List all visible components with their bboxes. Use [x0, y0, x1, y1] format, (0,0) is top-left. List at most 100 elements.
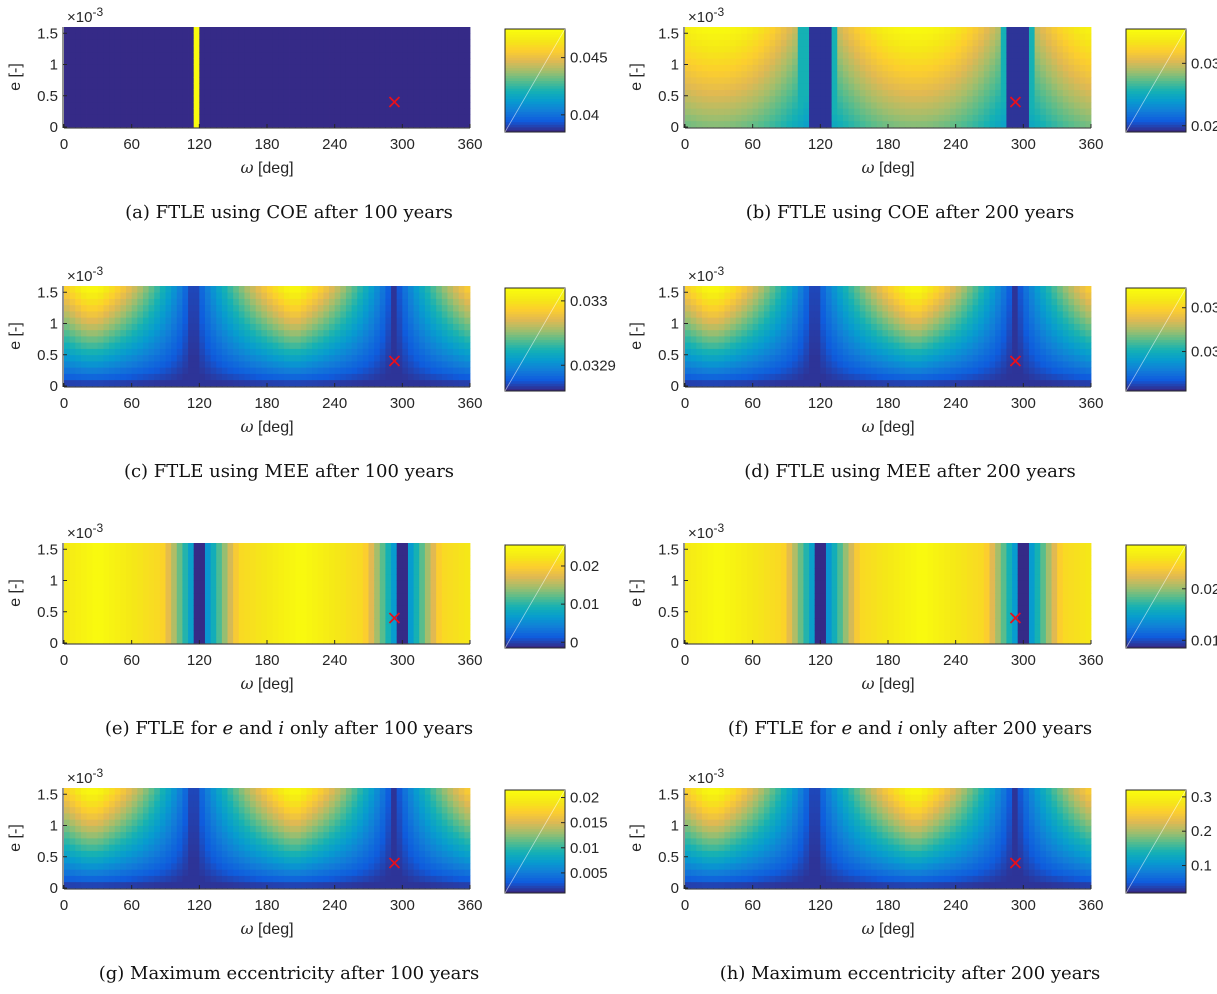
- heatmap-cell: [385, 95, 392, 103]
- heatmap-cell: [825, 77, 833, 84]
- colorbar-diagonal: [1125, 28, 1187, 133]
- heatmap-cell: [379, 120, 386, 128]
- colorbar-band: [505, 41, 565, 45]
- heatmap-cell: [69, 33, 76, 40]
- heatmap-cell: [978, 89, 985, 97]
- heatmap-cell: [334, 102, 341, 109]
- heatmap-cell: [142, 27, 149, 34]
- heatmap-cell: [871, 33, 878, 40]
- heatmap-cell: [1017, 58, 1024, 65]
- heatmap-cell: [334, 33, 341, 40]
- heatmap-cell: [69, 39, 76, 47]
- heatmap-cell: [362, 367, 369, 374]
- heatmap-cell: [1085, 45, 1092, 53]
- heatmap-cell: [204, 27, 212, 34]
- heatmap-cell: [120, 64, 127, 72]
- heatmap-cell: [300, 77, 307, 84]
- heatmap-cell: [690, 292, 697, 299]
- heatmap-cell: [842, 83, 849, 90]
- heatmap-cell: [995, 317, 1002, 324]
- heatmap-cell: [148, 329, 155, 337]
- y-exponent-label: ×10-3: [67, 264, 103, 285]
- heatmap-cell: [238, 33, 245, 40]
- colorbar-band: [1126, 98, 1186, 102]
- colorbar-band: [1126, 331, 1186, 335]
- heatmap-cell: [441, 336, 448, 343]
- heatmap-cell: [718, 379, 725, 387]
- heatmap-cell: [1023, 70, 1030, 78]
- heatmap-cell: [114, 298, 121, 306]
- heatmap-cell: [758, 114, 765, 122]
- heatmap-cell: [464, 342, 471, 349]
- heatmap-cell: [769, 64, 776, 72]
- heatmap-cell: [1085, 292, 1092, 299]
- heatmap-cell: [696, 317, 703, 324]
- y-exponent-label: ×10-3: [688, 5, 724, 26]
- heatmap-cell: [289, 304, 296, 312]
- heatmap-cell: [950, 311, 957, 318]
- heatmap-cell: [114, 27, 121, 34]
- heatmap-cell: [86, 58, 93, 65]
- heatmap-cell: [295, 39, 302, 47]
- heatmap-cell: [854, 361, 861, 368]
- heatmap-cell: [278, 304, 285, 312]
- heatmap-cell: [295, 298, 302, 306]
- heatmap-cell: [820, 64, 827, 72]
- heatmap-cell: [707, 304, 714, 312]
- heatmap-cell: [831, 108, 838, 115]
- heatmap-cell: [1062, 77, 1069, 84]
- heatmap-cell: [458, 342, 465, 349]
- heatmap-cell: [317, 348, 324, 356]
- heatmap-cell: [300, 336, 307, 343]
- heatmap-cell: [267, 108, 274, 115]
- heatmap-cell: [707, 58, 714, 65]
- heatmap-cell: [109, 120, 116, 128]
- heatmap-cell: [775, 27, 782, 34]
- heatmap-cell: [120, 367, 127, 374]
- heatmap-cell: [430, 373, 437, 381]
- heatmap-cell: [763, 292, 770, 299]
- heatmap-cell: [295, 367, 302, 374]
- heatmap-cell: [1012, 286, 1019, 293]
- heatmap-cell: [735, 292, 742, 299]
- heatmap-cell: [114, 379, 121, 387]
- heatmap-cell: [103, 33, 110, 40]
- heatmap-cell: [825, 108, 833, 115]
- heatmap-cell: [797, 77, 804, 84]
- heatmap-cell: [803, 367, 810, 374]
- heatmap-cell: [899, 64, 906, 72]
- heatmap-cell: [837, 114, 844, 122]
- heatmap-cell: [685, 83, 692, 90]
- heatmap-cell: [345, 311, 352, 318]
- heatmap-cell: [92, 367, 99, 374]
- heatmap-cell: [261, 64, 268, 72]
- heatmap-cell: [188, 348, 195, 356]
- heatmap-cell: [859, 108, 866, 115]
- heatmap-cell: [1006, 317, 1013, 324]
- heatmap-cell: [1057, 336, 1064, 343]
- heatmap-cell: [747, 348, 754, 356]
- heatmap-cell: [182, 58, 189, 65]
- heatmap-cell: [210, 367, 217, 374]
- heatmap-cell: [950, 354, 957, 362]
- heatmap-cell: [216, 64, 223, 72]
- heatmap-cell: [978, 329, 985, 337]
- heatmap-cell: [747, 77, 754, 84]
- heatmap-cell: [238, 342, 245, 349]
- heatmap-cell: [933, 27, 940, 34]
- heatmap-cell: [1045, 323, 1052, 331]
- heatmap-cell: [148, 108, 155, 115]
- heatmap-cell: [64, 114, 71, 122]
- heatmap-cell: [927, 45, 934, 53]
- heatmap-cell: [1074, 304, 1081, 312]
- heatmap-cell: [255, 58, 262, 65]
- heatmap-cell: [131, 108, 138, 115]
- heatmap-cell: [1079, 317, 1086, 324]
- heatmap-cell: [165, 298, 172, 306]
- heatmap-cell: [86, 304, 93, 312]
- heatmap-cell: [199, 52, 206, 59]
- heatmap-cell: [103, 286, 110, 293]
- heatmap-cell: [193, 33, 200, 40]
- heatmap-cell: [283, 348, 290, 356]
- heatmap-cell: [114, 348, 121, 356]
